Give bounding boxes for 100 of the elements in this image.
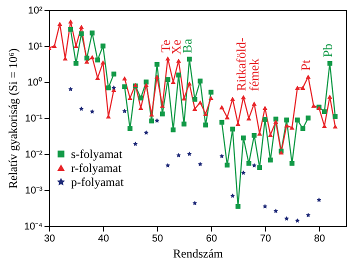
x-tick-label: 40 [98, 234, 110, 244]
point [241, 136, 246, 140]
point [208, 90, 214, 95]
point [306, 212, 310, 218]
point [170, 127, 176, 132]
annotation: Pt [298, 60, 314, 71]
point [236, 204, 240, 209]
point [160, 112, 165, 116]
point [327, 60, 332, 66]
point [230, 96, 235, 101]
point [224, 162, 230, 168]
point [192, 200, 198, 206]
point [68, 27, 73, 32]
point [165, 56, 170, 61]
point [176, 152, 181, 158]
point [90, 30, 95, 36]
point [111, 72, 116, 76]
point [128, 126, 132, 131]
point [198, 162, 202, 166]
point [322, 109, 327, 114]
point [176, 72, 181, 78]
y-tick-label: 10⁻⁴ [24, 222, 42, 232]
point [90, 109, 94, 114]
point [79, 24, 84, 29]
y-tick-label: 10¹ [28, 42, 44, 52]
point [327, 94, 332, 99]
point [182, 122, 186, 126]
point [52, 44, 57, 48]
point [79, 31, 84, 36]
y-tick-label: 10⁻³ [25, 186, 44, 196]
legend-label: s-folyamat [71, 147, 123, 161]
point [241, 170, 246, 175]
point [219, 120, 224, 125]
point [208, 96, 214, 100]
point [290, 161, 294, 166]
point [252, 163, 256, 168]
point [79, 106, 84, 111]
point [68, 19, 73, 24]
point [187, 152, 192, 156]
point [122, 76, 127, 80]
point [230, 126, 235, 132]
point [192, 106, 198, 111]
point [176, 58, 181, 63]
point [90, 55, 95, 60]
legend-label: r-folyamat [71, 161, 122, 175]
point [219, 105, 224, 110]
point [154, 74, 160, 79]
point [262, 106, 268, 110]
point [252, 132, 257, 138]
point [57, 22, 62, 26]
point [311, 104, 316, 108]
point [300, 126, 306, 131]
x-tick-label: 50 [152, 234, 164, 244]
point [112, 85, 116, 90]
point [246, 161, 252, 166]
point [332, 114, 338, 119]
point [187, 81, 192, 86]
y-tick-label: 10² [28, 6, 44, 16]
point [257, 165, 262, 170]
point [84, 60, 90, 64]
point [203, 122, 208, 128]
point [144, 82, 149, 87]
y-tick-label: 10⁰ [27, 76, 42, 88]
point [100, 60, 106, 64]
y-axis-title: Relatív gyakoriság (Si = 10⁶) [6, 48, 20, 189]
point [268, 158, 273, 162]
x-tick-label: 70 [260, 234, 272, 244]
point [262, 117, 268, 122]
point [122, 84, 127, 90]
point [306, 116, 311, 120]
x-tick-label: 30 [44, 234, 56, 244]
point [84, 56, 90, 60]
point [187, 56, 192, 62]
point [198, 78, 203, 84]
point [198, 100, 203, 104]
point [290, 126, 294, 130]
point [295, 218, 300, 223]
legend-label: p-folyamat [71, 175, 124, 189]
point [166, 163, 170, 168]
point [284, 123, 289, 128]
point [144, 130, 148, 135]
point [316, 198, 322, 202]
point [295, 86, 300, 90]
point [95, 58, 100, 62]
point [262, 204, 268, 208]
x-tick-label: 80 [314, 234, 326, 244]
point [300, 86, 306, 90]
point [122, 108, 127, 114]
point [274, 208, 278, 213]
point [74, 60, 78, 66]
x-axis-title: Rendszám [173, 246, 224, 260]
point [133, 142, 138, 146]
annotation: Te [158, 39, 173, 52]
point [154, 62, 160, 67]
point [68, 86, 73, 92]
y-tick-label: 10⁻¹ [25, 114, 44, 124]
point [306, 74, 311, 79]
point [230, 193, 235, 198]
point [273, 120, 278, 124]
point [106, 85, 111, 90]
